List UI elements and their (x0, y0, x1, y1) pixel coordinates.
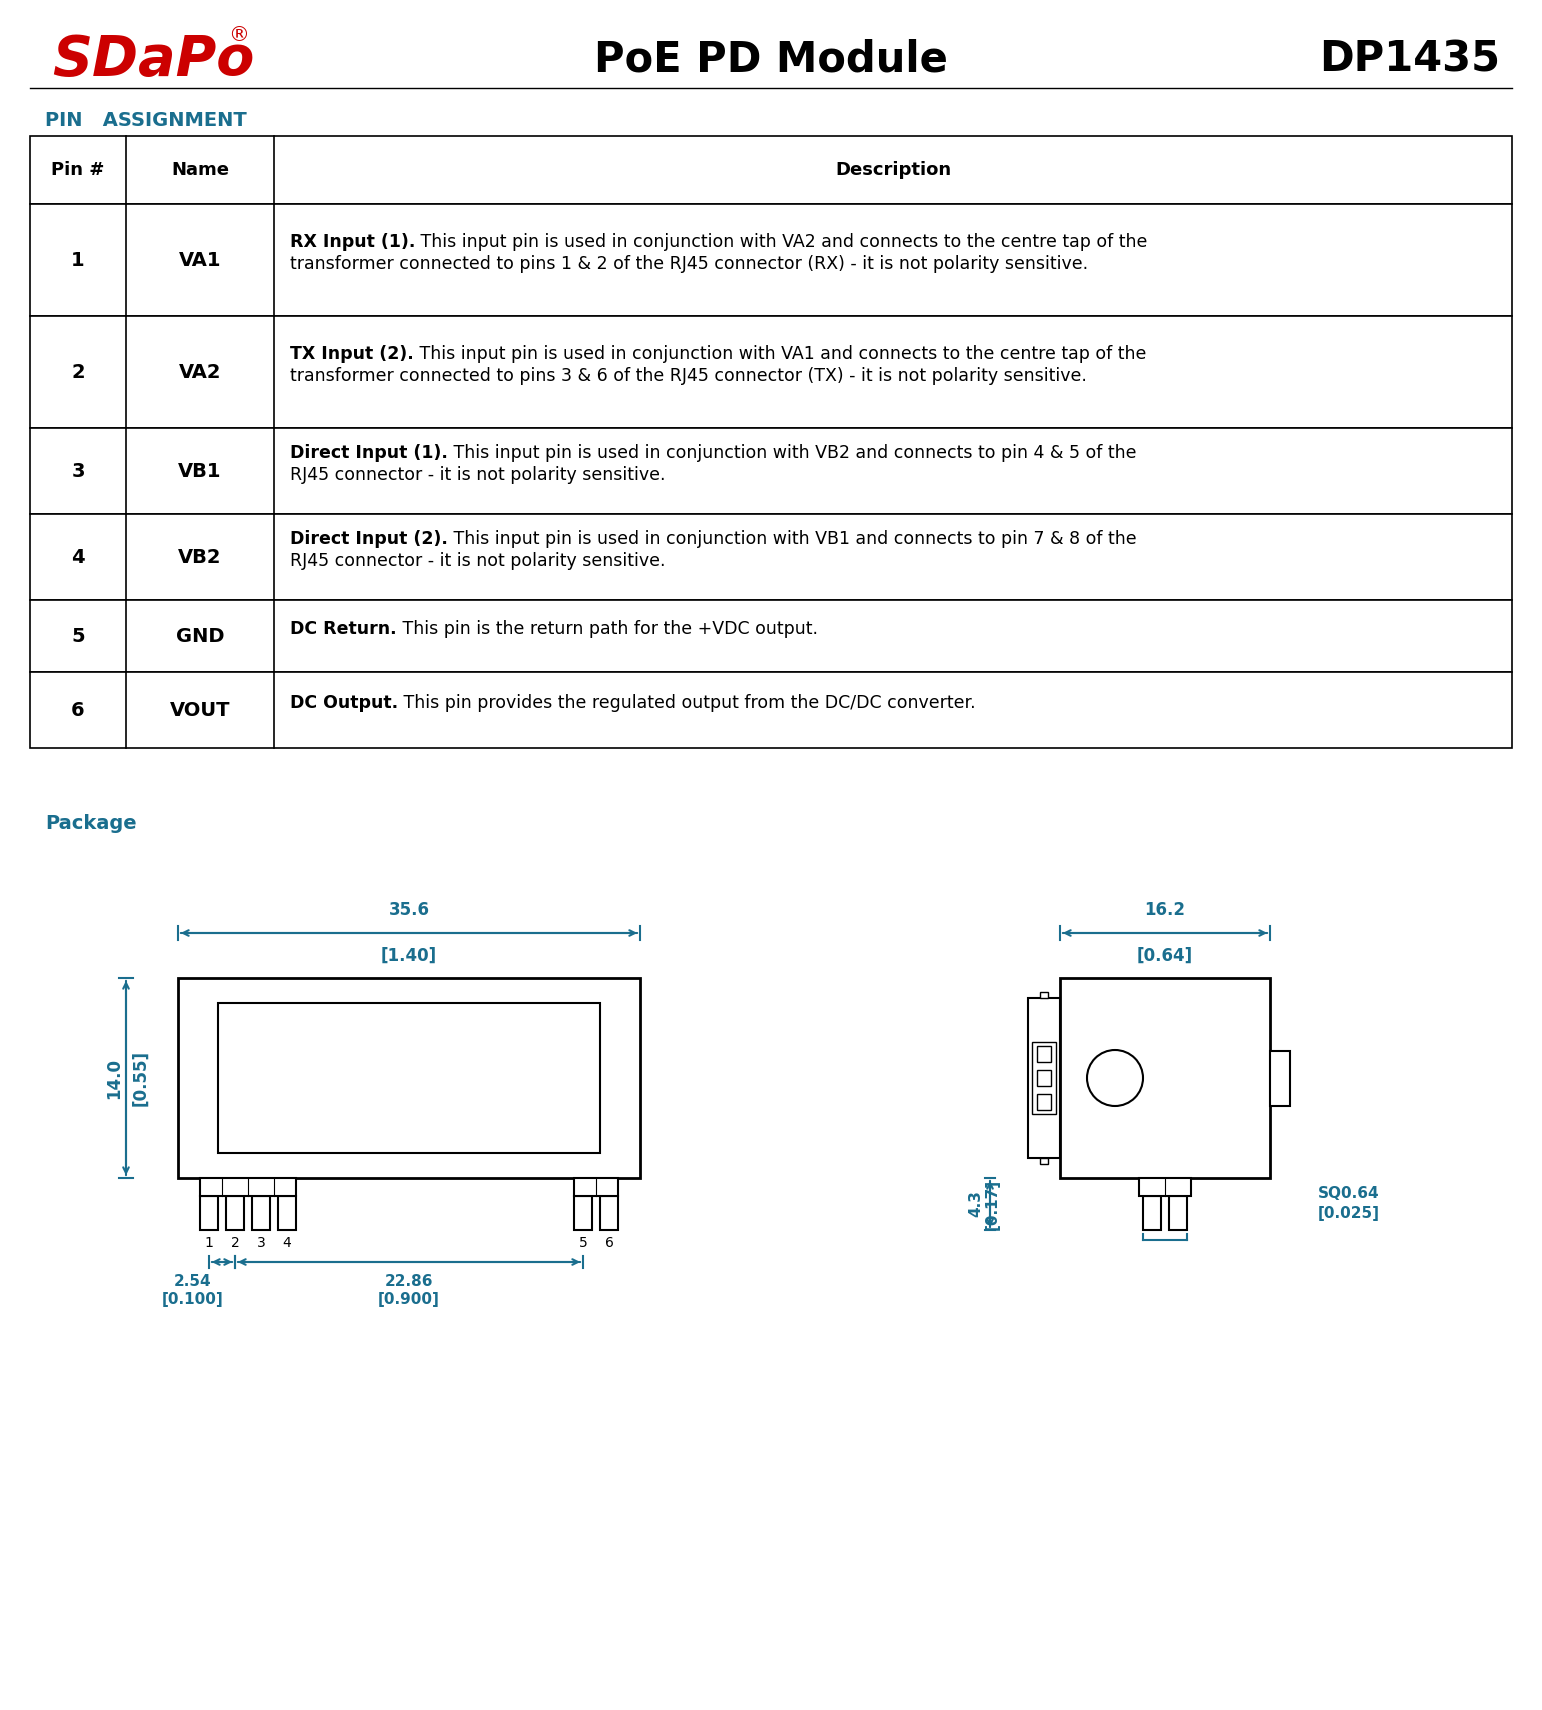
Text: 3: 3 (256, 1236, 265, 1250)
Text: transformer connected to pins 3 & 6 of the RJ45 connector (TX) - it is not polar: transformer connected to pins 3 & 6 of t… (290, 368, 1087, 385)
Bar (1143, 1195, 1161, 1229)
Text: Direct Input (2).: Direct Input (2). (290, 530, 447, 547)
Text: ®: ® (228, 26, 248, 44)
Text: 1: 1 (205, 1236, 213, 1250)
Text: This input pin is used in conjunction with VB2 and connects to pin 4 & 5 of the: This input pin is used in conjunction wi… (447, 445, 1136, 462)
Text: [1.40]: [1.40] (381, 947, 436, 964)
Text: This input pin is used in conjunction with VB1 and connects to pin 7 & 8 of the: This input pin is used in conjunction wi… (447, 530, 1136, 547)
Text: 22.86: 22.86 (386, 1274, 433, 1289)
Text: 4: 4 (282, 1236, 291, 1250)
Text: SDaPo: SDaPo (52, 32, 254, 87)
Bar (29, 428, 1513, 515)
Text: [0.55]: [0.55] (131, 1050, 150, 1106)
Circle shape (1087, 1050, 1143, 1106)
Text: 2: 2 (71, 363, 85, 381)
Text: VOUT: VOUT (170, 701, 230, 720)
Text: [0.900]: [0.900] (378, 1293, 439, 1306)
Bar (278, 1195, 296, 1229)
Text: VB1: VB1 (179, 462, 222, 481)
Bar (1038, 1047, 1052, 1062)
Text: [0.025]: [0.025] (1318, 1206, 1380, 1221)
Bar (1169, 1195, 1187, 1229)
Text: [0.17]: [0.17] (984, 1178, 999, 1229)
Text: This pin is the return path for the +VDC output.: This pin is the return path for the +VDC… (396, 621, 817, 638)
Bar (1038, 1094, 1052, 1110)
Bar (200, 1195, 217, 1229)
Text: [0.64]: [0.64] (1136, 947, 1194, 964)
Text: 14.0: 14.0 (105, 1057, 123, 1098)
Text: DC Return.: DC Return. (290, 621, 396, 638)
Text: TX Input (2).: TX Input (2). (290, 345, 413, 363)
Text: Direct Input (1).: Direct Input (1). (290, 445, 447, 462)
Bar (1140, 1178, 1190, 1195)
Bar (1271, 1050, 1291, 1105)
Text: 35.6: 35.6 (389, 901, 430, 918)
Bar (217, 1004, 600, 1153)
Bar (251, 1195, 270, 1229)
Bar (177, 978, 640, 1178)
Text: PIN   ASSIGNMENT: PIN ASSIGNMENT (45, 111, 247, 130)
Text: Name: Name (171, 161, 230, 180)
Text: 5: 5 (71, 626, 85, 645)
Bar (1039, 992, 1049, 999)
Bar (29, 672, 1513, 747)
Text: PoE PD Module: PoE PD Module (594, 39, 948, 80)
Bar (574, 1195, 592, 1229)
Text: VA1: VA1 (179, 250, 221, 270)
Text: 2.54: 2.54 (174, 1274, 211, 1289)
Bar (574, 1178, 618, 1195)
Text: DP1435: DP1435 (1318, 39, 1500, 80)
Text: This pin provides the regulated output from the DC/DC converter.: This pin provides the regulated output f… (398, 694, 976, 711)
Text: 6: 6 (71, 701, 85, 720)
Text: 4: 4 (71, 547, 85, 566)
Text: This input pin is used in conjunction with VA1 and connects to the centre tap of: This input pin is used in conjunction wi… (413, 345, 1146, 363)
Bar (200, 1178, 296, 1195)
Bar (29, 600, 1513, 672)
Bar (1029, 999, 1059, 1158)
Text: VA2: VA2 (179, 363, 221, 381)
Text: DC Output.: DC Output. (290, 694, 398, 711)
Text: RJ45 connector - it is not polarity sensitive.: RJ45 connector - it is not polarity sens… (290, 467, 666, 484)
Bar (1032, 1041, 1056, 1113)
Text: SQ0.64: SQ0.64 (1318, 1187, 1380, 1200)
Text: 1: 1 (71, 250, 85, 270)
Bar (1038, 1070, 1052, 1086)
Bar (1039, 1158, 1049, 1165)
Text: RX Input (1).: RX Input (1). (290, 233, 415, 251)
Text: GND: GND (176, 626, 224, 645)
Text: 4.3: 4.3 (968, 1190, 984, 1218)
Text: This input pin is used in conjunction with VA2 and connects to the centre tap of: This input pin is used in conjunction wi… (415, 233, 1147, 251)
Bar (29, 203, 1513, 316)
Bar (227, 1195, 244, 1229)
Text: [0.100]: [0.100] (162, 1293, 224, 1306)
Text: Pin #: Pin # (51, 161, 105, 180)
Text: 3: 3 (71, 462, 85, 481)
Text: 6: 6 (604, 1236, 614, 1250)
Text: Package: Package (45, 814, 137, 833)
Bar (29, 316, 1513, 428)
Text: Description: Description (834, 161, 951, 180)
Text: 5: 5 (578, 1236, 588, 1250)
Text: RJ45 connector - it is not polarity sensitive.: RJ45 connector - it is not polarity sens… (290, 552, 666, 569)
Bar (29, 515, 1513, 600)
Text: transformer connected to pins 1 & 2 of the RJ45 connector (RX) - it is not polar: transformer connected to pins 1 & 2 of t… (290, 255, 1089, 274)
Text: 2: 2 (231, 1236, 239, 1250)
Text: VB2: VB2 (179, 547, 222, 566)
Bar (1059, 978, 1271, 1178)
Text: 16.2: 16.2 (1144, 901, 1186, 918)
Bar (600, 1195, 618, 1229)
Bar (29, 137, 1513, 203)
